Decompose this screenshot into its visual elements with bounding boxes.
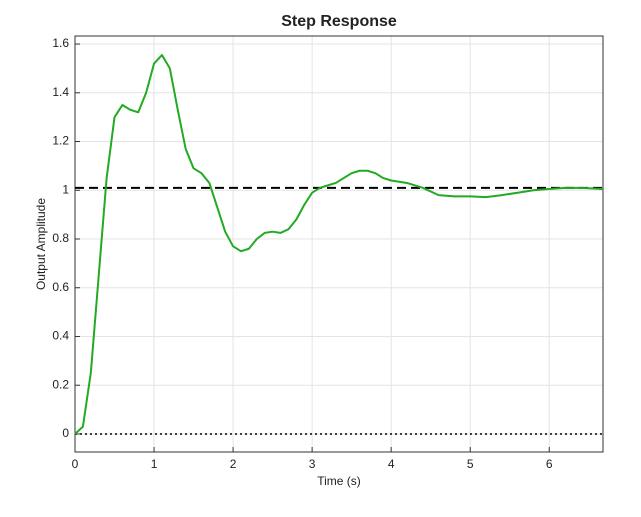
x-tick-label: 0 bbox=[72, 457, 79, 471]
x-tick-label: 2 bbox=[230, 457, 237, 471]
x-tick-label: 1 bbox=[151, 457, 158, 471]
chart-title: Step Response bbox=[281, 13, 397, 30]
y-tick-label: 0.4 bbox=[52, 329, 69, 343]
x-tick-label: 6 bbox=[546, 457, 553, 471]
x-tick-label: 3 bbox=[309, 457, 316, 471]
y-tick-label: 0.8 bbox=[52, 231, 69, 245]
x-axis-label: Time (s) bbox=[317, 474, 361, 488]
y-tick-label: 0.2 bbox=[52, 377, 69, 391]
y-tick-label: 1 bbox=[62, 182, 69, 196]
plot-frame bbox=[74, 35, 604, 453]
y-tick-label: 1.6 bbox=[52, 36, 69, 50]
y-axis-label: Output Amplitude bbox=[34, 198, 48, 290]
y-tick-label: 1.2 bbox=[52, 134, 69, 148]
x-tick-label: 5 bbox=[467, 457, 474, 471]
x-tick-label: 4 bbox=[388, 457, 395, 471]
y-tick-label: 0.6 bbox=[52, 280, 69, 294]
data-line bbox=[74, 54, 604, 435]
y-tick-label: 1.4 bbox=[52, 85, 69, 99]
y-tick-label: 0 bbox=[62, 426, 69, 440]
